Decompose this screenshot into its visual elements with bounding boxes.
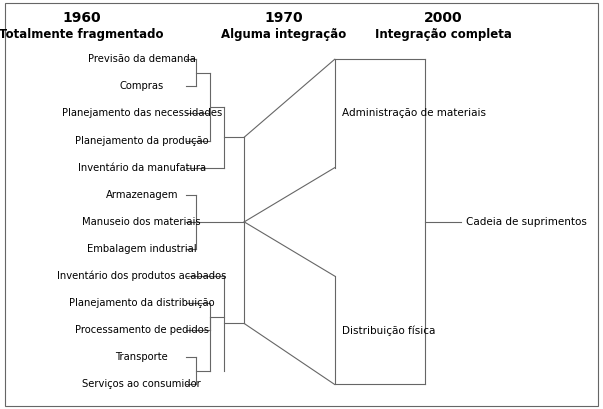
- Text: Administração de materiais: Administração de materiais: [342, 108, 486, 119]
- Text: Processamento de pedidos: Processamento de pedidos: [75, 325, 209, 335]
- Text: Armazenagem: Armazenagem: [106, 190, 178, 200]
- Text: Planejamento da produção: Planejamento da produção: [75, 136, 209, 146]
- Text: 1970: 1970: [264, 11, 303, 25]
- Text: Transporte: Transporte: [115, 353, 168, 362]
- Text: 2000: 2000: [424, 11, 463, 25]
- Text: Compras: Compras: [119, 81, 164, 91]
- Text: Previsão da demanda: Previsão da demanda: [88, 54, 195, 64]
- Text: Serviços ao consumidor: Serviços ao consumidor: [83, 380, 201, 389]
- Text: Totalmente fragmentado: Totalmente fragmentado: [0, 28, 163, 41]
- Text: Integração completa: Integração completa: [375, 28, 511, 41]
- Text: Inventário da manufatura: Inventário da manufatura: [78, 163, 206, 173]
- Text: Embalagem industrial: Embalagem industrial: [87, 244, 197, 254]
- Text: 1960: 1960: [62, 11, 101, 25]
- Text: Planejamento das necessidades: Planejamento das necessidades: [62, 108, 222, 119]
- Text: Planejamento da distribuição: Planejamento da distribuição: [69, 298, 215, 308]
- Text: Manuseio dos materiais: Manuseio dos materiais: [83, 217, 201, 227]
- Text: Alguma integração: Alguma integração: [221, 28, 346, 41]
- Text: Distribuição física: Distribuição física: [342, 325, 435, 335]
- Text: Inventário dos produtos acabados: Inventário dos produtos acabados: [57, 271, 226, 281]
- Text: Cadeia de suprimentos: Cadeia de suprimentos: [466, 217, 587, 227]
